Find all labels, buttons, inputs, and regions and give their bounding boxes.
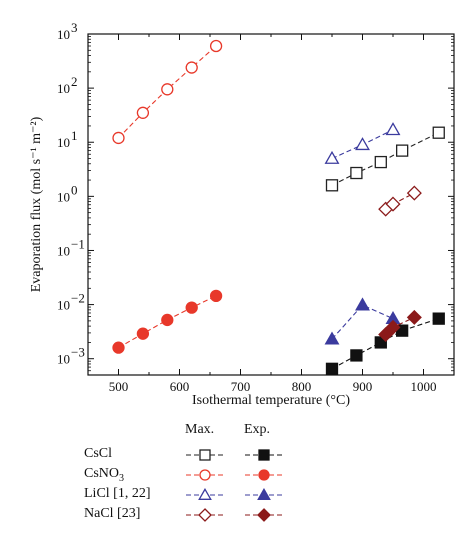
legend-marker	[258, 449, 270, 461]
data-point	[355, 297, 370, 311]
y-tick-label: 10	[57, 352, 70, 367]
data-point	[378, 326, 394, 343]
legend-marker	[198, 508, 212, 522]
data-point	[406, 185, 422, 201]
data-point	[209, 289, 223, 303]
data-point	[112, 131, 125, 145]
data-point	[325, 179, 339, 192]
data-point	[209, 39, 223, 53]
series-licl-1-22-max	[324, 122, 401, 164]
legend-marker	[258, 469, 270, 481]
data-point	[385, 196, 401, 212]
legend-marker	[257, 487, 271, 500]
data-point	[324, 331, 340, 345]
series-csno3-exp	[112, 289, 223, 354]
legend-symbol-exp	[245, 469, 283, 481]
data-point	[432, 312, 445, 325]
series-cscl-exp	[325, 312, 445, 375]
legend-row: CsCl	[84, 446, 404, 466]
x-tick-label: 1000	[411, 379, 437, 394]
data-point	[355, 137, 370, 151]
data-point	[185, 61, 198, 74]
legend-marker	[198, 487, 212, 500]
legend-symbol-exp	[245, 449, 283, 461]
legend-label: LiCl [1, 22]	[84, 486, 151, 501]
legend-symbol-max	[186, 469, 224, 481]
data-point	[161, 83, 174, 96]
legend-row: LiCl [1, 22]	[84, 486, 404, 506]
series-licl-1-22-exp	[324, 297, 401, 345]
legend: Max. Exp. CsCl CsNO3 LiCl [1, 22] NaCl [23]	[84, 422, 404, 522]
series-line	[331, 132, 439, 186]
x-tick-label: 700	[231, 379, 251, 394]
series-line	[331, 304, 394, 340]
y-tick-exponent: −3	[71, 345, 85, 360]
data-point	[385, 122, 401, 136]
data-point	[350, 166, 363, 180]
x-tick-label: 900	[353, 379, 373, 394]
y-tick-exponent: −1	[71, 236, 85, 251]
legend-symbol-max	[186, 449, 224, 461]
legend-symbol-max	[186, 487, 224, 500]
y-tick-label: 10	[57, 298, 70, 313]
data-point	[136, 106, 150, 119]
y-axis-label: Evaporation flux (mol s⁻¹ m⁻²)	[29, 116, 44, 292]
legend-marker	[199, 469, 211, 481]
y-tick-label: 10	[57, 243, 70, 258]
x-tick-label: 600	[170, 379, 190, 394]
data-point	[324, 150, 340, 164]
series-nacl-23-exp	[378, 309, 422, 343]
x-tick-label: 500	[109, 379, 129, 394]
legend-row: NaCl [23]	[84, 506, 404, 526]
data-point	[395, 144, 409, 157]
data-point	[112, 341, 125, 354]
data-point	[136, 327, 150, 340]
legend-marker	[199, 449, 211, 461]
legend-label: CsCl	[84, 446, 113, 461]
series-csno3-max	[112, 39, 223, 145]
data-point	[385, 319, 401, 335]
y-tick-label: 10	[57, 135, 70, 150]
series-layer	[112, 39, 445, 375]
y-tick-exponent: 1	[71, 128, 78, 143]
data-point	[161, 313, 174, 327]
y-tick-exponent: −2	[71, 291, 85, 306]
y-tick-label: 10	[57, 27, 70, 42]
x-axis-ticks: 500 600 700 800 900 1000	[87, 34, 455, 394]
legend-header-max: Max.	[185, 422, 215, 437]
x-tick-label: 800	[292, 379, 312, 394]
data-point	[432, 126, 445, 139]
legend-label-subscript: 3	[119, 472, 125, 484]
data-point	[185, 301, 198, 314]
legend-symbol-exp	[245, 508, 283, 522]
data-point	[350, 349, 363, 362]
data-point	[406, 309, 422, 325]
legend-symbol-max	[186, 508, 224, 522]
y-tick-exponent: 2	[71, 74, 78, 89]
series-cscl-max	[325, 126, 445, 192]
series-line	[331, 318, 439, 370]
data-point	[325, 362, 339, 375]
y-tick-label: 10	[57, 189, 70, 204]
data-point	[374, 155, 387, 169]
legend-label: NaCl [23]	[84, 506, 141, 521]
y-tick-exponent: 3	[71, 20, 78, 35]
y-tick-exponent: 0	[71, 182, 78, 197]
series-nacl-23-max	[378, 185, 422, 217]
legend-symbol-exp	[245, 487, 283, 500]
legend-row: CsNO3	[84, 466, 404, 486]
legend-marker	[257, 508, 271, 522]
legend-header-exp: Exp.	[244, 422, 271, 437]
y-tick-label: 10	[57, 81, 70, 96]
legend-label: CsNO3	[84, 466, 125, 484]
x-axis-label: Isothermal temperature (°C)	[192, 393, 350, 408]
